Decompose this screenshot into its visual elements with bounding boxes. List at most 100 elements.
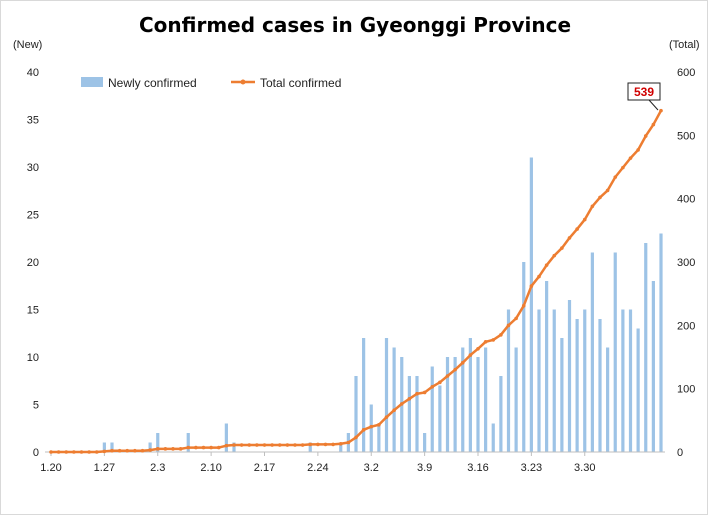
bar [514, 347, 518, 452]
total-point [537, 274, 541, 279]
total-point [216, 445, 221, 450]
total-point [64, 450, 69, 454]
total-point [582, 217, 587, 222]
x-tick-label: 3.2 [364, 462, 379, 474]
total-point [125, 448, 130, 453]
legend-line-marker [240, 79, 246, 85]
total-point [499, 333, 503, 337]
total-point [575, 227, 579, 231]
total-point [491, 338, 496, 342]
right-tick-label: 200 [677, 320, 695, 332]
bar [430, 366, 434, 452]
bar [156, 433, 160, 452]
total-point [178, 447, 183, 451]
total-point [613, 175, 618, 179]
bar [186, 433, 190, 452]
left-tick-label: 35 [27, 115, 39, 127]
chart-title: Confirmed cases in Gyeonggi Province [138, 13, 572, 37]
bar [613, 252, 617, 452]
bar [438, 385, 442, 452]
total-point [392, 408, 396, 413]
total-point [415, 391, 419, 396]
total-point [636, 148, 640, 152]
total-point [514, 316, 518, 321]
bar [232, 442, 236, 452]
total-point [255, 443, 259, 447]
bar [339, 442, 343, 452]
total-point [49, 450, 53, 454]
x-tick-label: 2.10 [200, 462, 221, 474]
bar [590, 252, 594, 452]
right-tick-label: 600 [677, 67, 695, 79]
bar [552, 309, 556, 452]
bar [644, 243, 648, 452]
bar [362, 338, 366, 452]
total-point [285, 443, 290, 447]
bar [468, 338, 472, 452]
x-tick-label: 3.9 [417, 462, 432, 474]
right-axis-label: (Total) [669, 39, 700, 51]
bar [423, 433, 427, 452]
total-point [468, 353, 473, 357]
total-point [628, 156, 633, 160]
x-tick-label: 3.30 [574, 462, 595, 474]
total-point [232, 443, 236, 447]
total-point [133, 448, 137, 453]
legend-bar-label: Newly confirmed [108, 76, 197, 90]
total-point [643, 134, 648, 138]
bar [659, 233, 663, 452]
total-point [560, 246, 564, 250]
right-axis-ticks: 0 100 200 300 400 500 600 [677, 67, 695, 459]
bar [621, 309, 625, 452]
bar [499, 376, 503, 452]
left-axis-label: (New) [13, 39, 43, 51]
total-point [239, 443, 244, 447]
total-point [605, 188, 610, 193]
left-tick-label: 10 [27, 352, 39, 364]
bar [606, 347, 610, 452]
x-tick-label: 3.16 [467, 462, 488, 474]
total-point [567, 236, 572, 240]
total-point [87, 450, 91, 454]
total-point [369, 424, 374, 429]
legend: Newly confirmed Total confirmed [81, 76, 341, 90]
right-tick-label: 100 [677, 384, 695, 396]
x-tick-label: 1.27 [94, 462, 115, 474]
total-point [79, 450, 84, 454]
total-point [338, 441, 343, 446]
total-point [316, 442, 320, 447]
callout-box [627, 82, 661, 101]
total-point [384, 415, 389, 419]
bar [537, 309, 541, 452]
bar [628, 309, 633, 452]
left-tick-label: 5 [33, 400, 39, 412]
left-tick-label: 25 [27, 210, 39, 222]
bar [567, 300, 572, 452]
total-point [422, 390, 427, 395]
total-point [552, 253, 557, 258]
total-point [94, 450, 99, 454]
bar-series [102, 157, 663, 452]
bar [461, 347, 465, 452]
total-point [651, 122, 656, 127]
total-point [224, 443, 229, 448]
bar [484, 347, 488, 452]
bar [560, 338, 564, 452]
x-tick-label: 3.23 [521, 462, 542, 474]
total-point [262, 443, 267, 447]
total-point [155, 447, 160, 451]
total-point [270, 443, 274, 447]
left-tick-label: 40 [27, 67, 39, 79]
bar [598, 319, 602, 452]
total-point [659, 108, 663, 113]
bar [545, 281, 549, 452]
x-tick-label: 2.24 [307, 462, 328, 474]
total-point [293, 443, 297, 447]
bar [102, 442, 106, 452]
callout-pointer [648, 99, 659, 111]
total-point [117, 448, 122, 453]
legend-line-label: Total confirmed [260, 76, 341, 90]
total-point [110, 448, 114, 453]
total-point [483, 340, 488, 344]
